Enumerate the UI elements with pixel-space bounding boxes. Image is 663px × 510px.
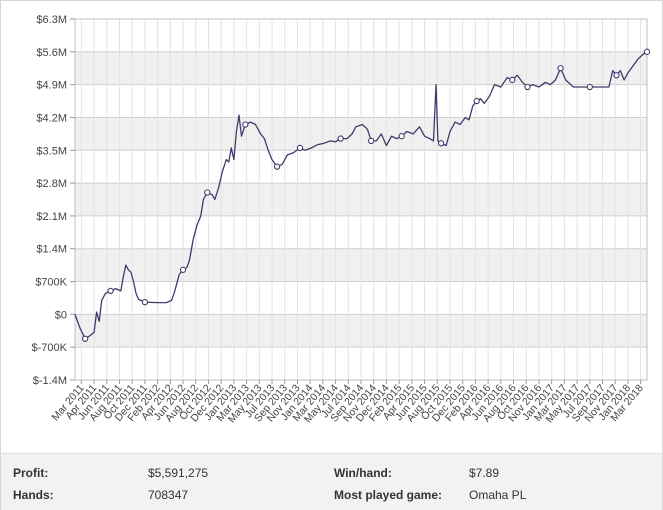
- y-tick-label: $-1.4M: [33, 375, 67, 387]
- y-tick-label: $1.4M: [36, 244, 67, 256]
- hands-label: Hands:: [13, 488, 54, 502]
- y-tick-label: $2.8M: [36, 178, 67, 190]
- profit-chart: $6.3M $5.6M $4.9M $4.2M $3.5M $2.8M $2.1M $1.4M…: [32, 14, 651, 425]
- data-point: [242, 121, 249, 128]
- y-tick-label: $3.5M: [36, 145, 67, 157]
- data-point: [368, 137, 375, 145]
- y-tick-label: $5.6M: [36, 47, 67, 59]
- data-point: [82, 335, 89, 342]
- data-point: [557, 65, 564, 72]
- data-point: [398, 133, 405, 140]
- data-point: [509, 76, 516, 84]
- y-tick-label: $700K: [35, 277, 67, 289]
- data-point: [437, 140, 445, 147]
- y-tick-label: $6.3M: [36, 14, 67, 26]
- profit-label: Profit:: [13, 466, 49, 480]
- win-per-hand-value: $7.89: [469, 466, 500, 480]
- y-tick-label: $4.2M: [36, 112, 67, 124]
- y-tick-label: $-700K: [32, 342, 68, 354]
- profit-value: $5,591,275: [148, 466, 209, 480]
- y-axis-ticks: $6.3M $5.6M $4.9M $4.2M $3.5M $2.8M $2.1M $1.4M…: [32, 14, 75, 387]
- y-tick-label: $0: [55, 309, 67, 321]
- data-point: [524, 83, 531, 91]
- data-point: [613, 72, 620, 79]
- data-point: [107, 287, 114, 295]
- data-point: [586, 83, 593, 91]
- most-played-value: Omaha PL: [469, 488, 527, 502]
- data-point: [337, 135, 344, 142]
- stats-bar: Profit: $5,591,275 Win/hand: $7.89 Hands…: [1, 453, 662, 510]
- data-point: [141, 299, 149, 306]
- data-point: [273, 163, 281, 170]
- y-tick-label: $2.1M: [36, 211, 67, 223]
- win-per-hand-label: Win/hand:: [334, 466, 392, 480]
- data-point: [643, 48, 651, 55]
- data-point: [204, 189, 211, 196]
- data-point: [179, 266, 187, 273]
- vertical-gridlines: [80, 19, 642, 380]
- series-markers: [82, 48, 651, 342]
- data-point: [473, 97, 480, 105]
- most-played-label: Most played game:: [334, 488, 443, 502]
- data-point: [296, 144, 304, 152]
- y-tick-label: $4.9M: [36, 80, 67, 92]
- hands-value: 708347: [148, 488, 189, 502]
